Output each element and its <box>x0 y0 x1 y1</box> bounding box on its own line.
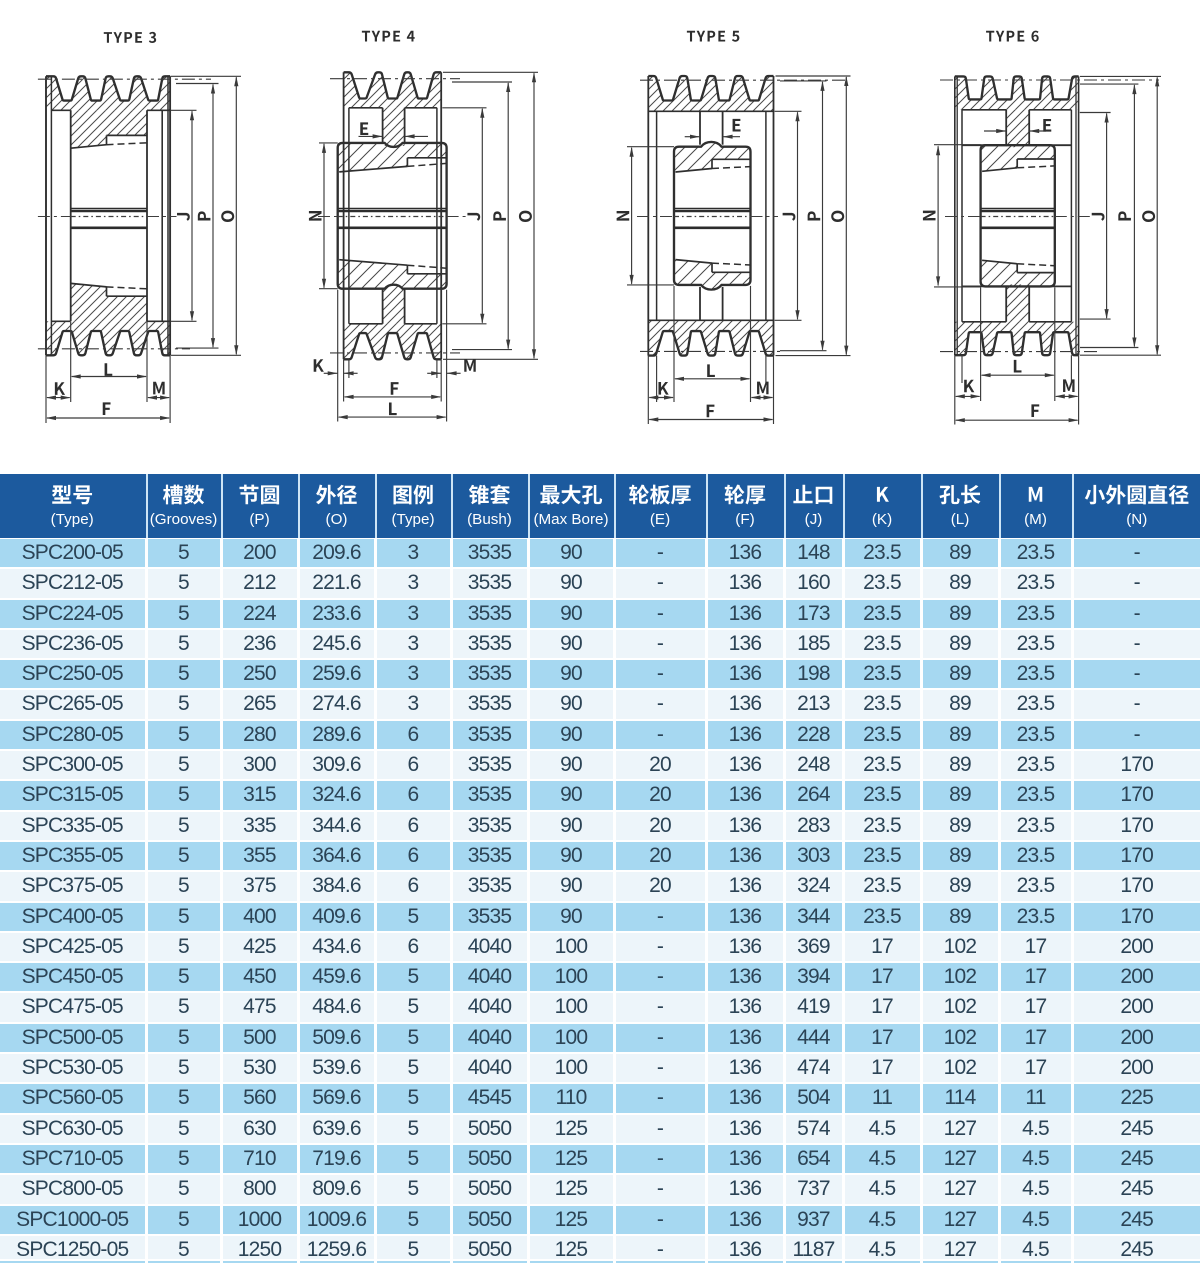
svg-text:(E): (E) <box>650 511 670 528</box>
svg-text:(Max Bore): (Max Bore) <box>533 511 608 528</box>
svg-text:(M): (M) <box>1024 511 1047 528</box>
svg-text:(L): (L) <box>951 511 970 528</box>
svg-text:(Grooves): (Grooves) <box>150 511 218 528</box>
svg-text:(O): (O) <box>326 511 348 528</box>
svg-text:(Bush): (Bush) <box>467 511 512 528</box>
svg-text:(Type): (Type) <box>51 511 94 528</box>
svg-text:(F): (F) <box>735 511 754 528</box>
svg-text:(J): (J) <box>805 511 823 528</box>
svg-text:(Type): (Type) <box>391 511 434 528</box>
svg-text:(P): (P) <box>249 511 269 528</box>
svg-text:(K): (K) <box>872 511 892 528</box>
svg-text:(N): (N) <box>1126 511 1147 528</box>
